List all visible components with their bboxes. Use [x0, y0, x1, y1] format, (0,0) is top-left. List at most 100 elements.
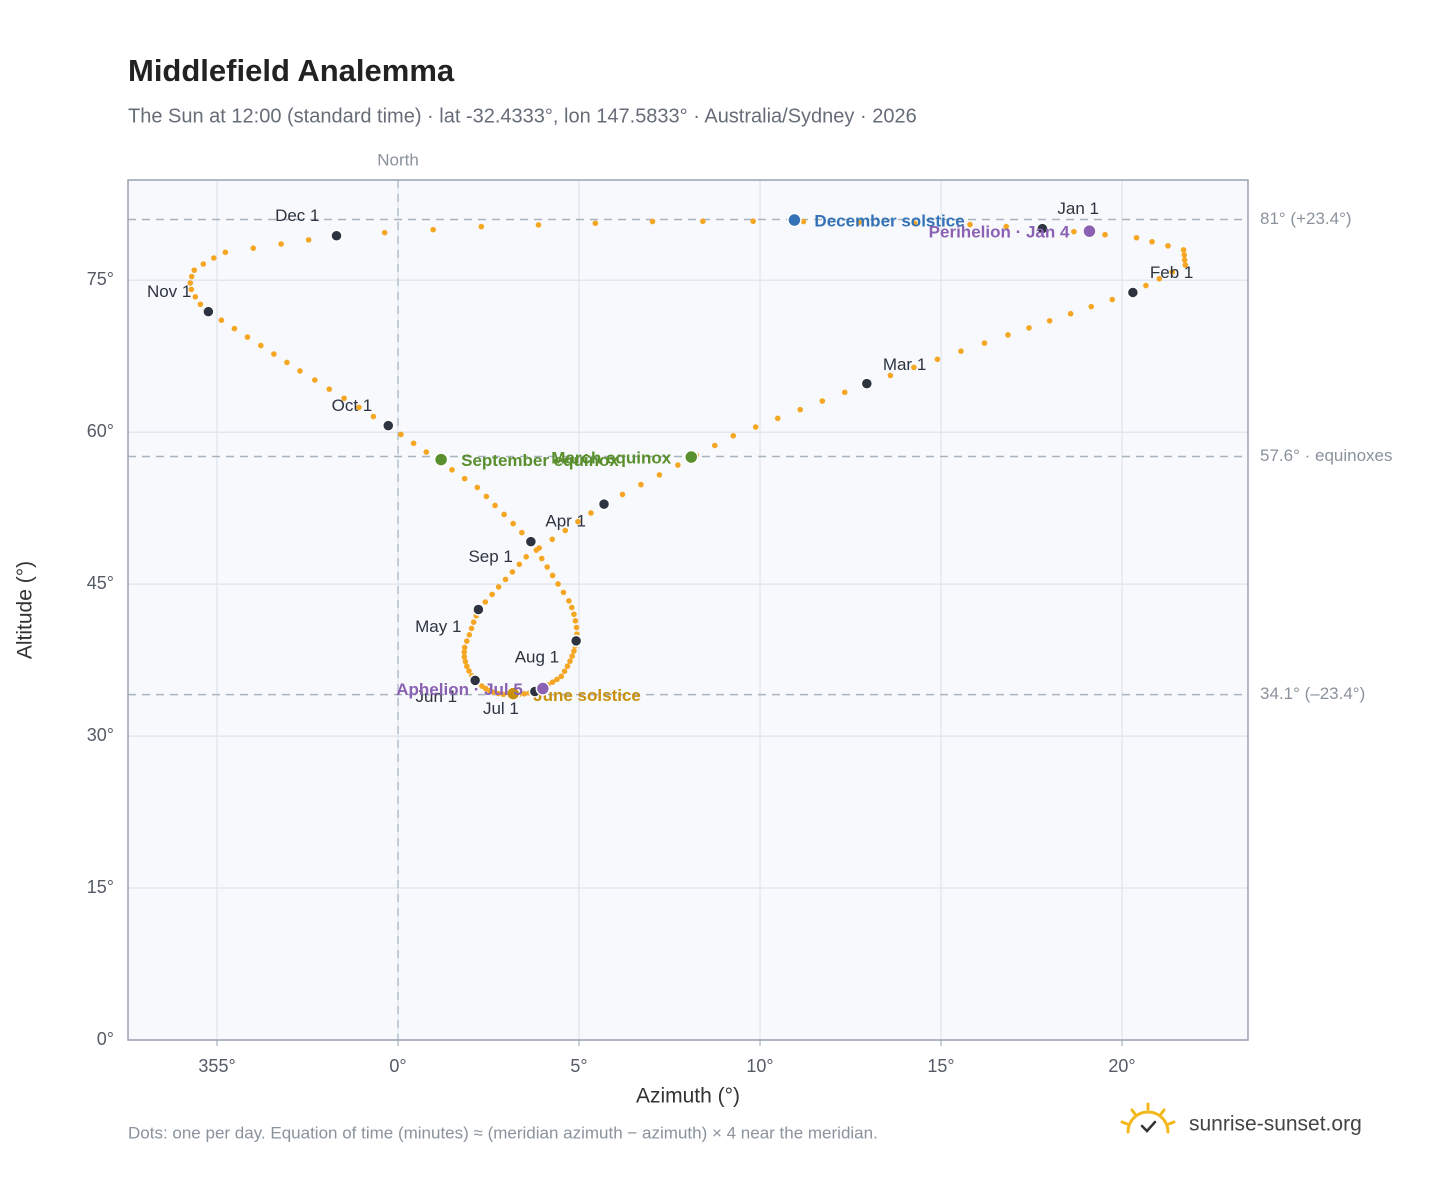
day-dot: [482, 599, 489, 605]
day-dot: [1088, 303, 1095, 310]
day-dot: [638, 481, 644, 488]
day-dot: [468, 625, 475, 632]
day-dot: [1071, 228, 1077, 235]
day-dot: [423, 449, 430, 455]
day-dot: [430, 226, 436, 233]
chart-title: Middlefield Analemma: [128, 53, 455, 88]
day-dot: [561, 668, 568, 675]
day-dot: [774, 415, 781, 422]
y-tick-label: 60°: [87, 421, 114, 441]
day-dot: [562, 527, 569, 534]
day-dot: [464, 663, 470, 670]
day-dot: [197, 301, 204, 308]
day-dot: [210, 255, 217, 261]
event-marker: [535, 681, 551, 696]
day-dot: [492, 502, 498, 509]
day-dot: [549, 679, 556, 685]
day-dot: [489, 591, 495, 598]
day-dot: [544, 564, 550, 570]
reference-label: 81° (+23.4°): [1260, 209, 1352, 228]
day-dot: [509, 569, 516, 575]
month-marker: [330, 229, 343, 242]
day-dot: [564, 663, 571, 670]
day-dot: [470, 619, 477, 625]
day-dot: [1102, 231, 1108, 238]
day-dot: [887, 372, 894, 379]
day-dot: [819, 398, 826, 404]
day-dot: [218, 317, 225, 323]
month-label: Jan 1: [1057, 199, 1099, 218]
day-dot: [554, 676, 560, 683]
day-dot: [461, 644, 468, 651]
day-dot: [1181, 252, 1188, 258]
day-dot: [1165, 243, 1171, 249]
day-dot: [501, 511, 507, 518]
month-marker: [472, 603, 485, 616]
reference-label: 57.6° · equinoxes: [1260, 446, 1393, 465]
day-dot: [461, 654, 468, 660]
day-dot: [187, 280, 194, 286]
day-dot: [797, 406, 804, 413]
day-dot: [410, 440, 417, 447]
month-marker: [1126, 286, 1140, 299]
day-dot: [752, 424, 759, 430]
day-dot: [200, 261, 207, 267]
day-dot: [278, 241, 284, 247]
day-dot: [474, 484, 481, 491]
day-dot: [491, 689, 497, 696]
day-dot: [326, 386, 333, 392]
y-axis-label: Altitude (°): [14, 561, 37, 659]
day-dot: [571, 611, 577, 618]
y-tick-label: 75°: [87, 269, 114, 289]
month-label: Nov 1: [147, 282, 191, 301]
plot-border: [127, 179, 1249, 1041]
day-dot: [495, 584, 502, 590]
day-dot: [462, 658, 469, 665]
x-tick-label: 10°: [746, 1056, 773, 1076]
day-dot: [841, 389, 848, 396]
event-label: December solstice: [814, 211, 964, 230]
day-dot: [284, 359, 290, 366]
month-label: Dec 1: [275, 206, 319, 225]
day-dot: [1109, 296, 1116, 303]
day-dot: [502, 576, 509, 583]
day-dot: [381, 229, 388, 236]
day-dot: [398, 431, 404, 438]
day-dot: [356, 404, 362, 411]
day-dot: [555, 581, 561, 587]
day-dot: [535, 222, 542, 228]
day-dot: [569, 653, 575, 659]
day-dot: [1156, 275, 1163, 282]
day-dot: [675, 462, 681, 468]
day-dot: [231, 325, 238, 332]
day-dot: [800, 218, 807, 225]
north-label: North: [377, 150, 419, 169]
day-dot: [981, 340, 988, 346]
month-label: May 1: [415, 617, 461, 636]
day-dot: [588, 510, 594, 516]
day-dot: [1180, 247, 1187, 253]
day-dot: [566, 598, 572, 604]
day-dot: [486, 687, 493, 694]
month-label: Jun 1: [416, 687, 458, 706]
day-dot: [649, 218, 656, 225]
day-dot: [560, 589, 567, 596]
day-dot: [271, 351, 277, 357]
day-dot: [1169, 269, 1176, 275]
month-label: Oct 1: [332, 396, 373, 415]
day-dot: [1067, 310, 1074, 317]
day-dot: [244, 334, 251, 340]
day-dot: [592, 220, 599, 227]
day-dot: [730, 432, 737, 439]
day-dot: [569, 604, 575, 611]
event-label: June solstice: [533, 686, 641, 705]
event-marker: [787, 212, 802, 228]
day-dot: [258, 342, 264, 349]
event-marker: [1082, 223, 1097, 239]
day-dot: [188, 273, 195, 280]
day-dot: [188, 286, 195, 293]
day-dot: [571, 648, 577, 654]
day-dot: [478, 223, 485, 230]
day-dot: [519, 529, 525, 536]
day-dot: [461, 475, 468, 482]
